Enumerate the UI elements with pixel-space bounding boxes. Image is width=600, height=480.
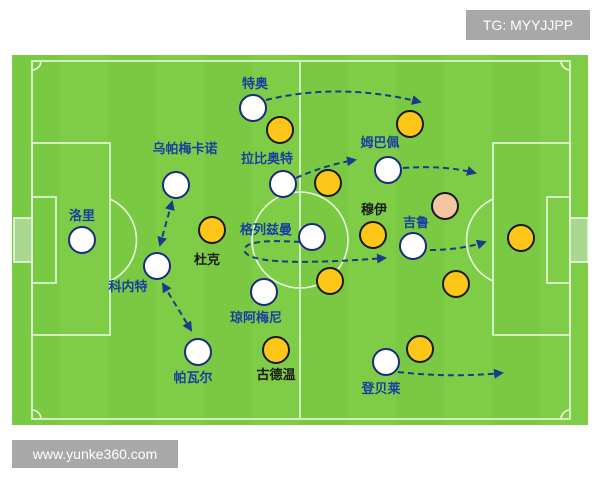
arrow-konate-pavard-link (161, 282, 193, 332)
player-label: 科内特 (108, 279, 147, 295)
player-marker-away (396, 110, 424, 138)
player-marker-home (298, 223, 326, 251)
player-marker-away (507, 224, 535, 252)
player-label: 洛里 (69, 208, 95, 224)
player-marker-home (143, 252, 171, 280)
player-marker-away (316, 267, 344, 295)
right-goal (569, 217, 589, 263)
player-marker-away (266, 116, 294, 144)
player-marker-home (374, 156, 402, 184)
watermark-bottom: www.yunke360.com (12, 440, 178, 468)
player-marker-away (406, 335, 434, 363)
arrow-dembele-run (397, 368, 504, 379)
player-label: 登贝莱 (360, 381, 400, 397)
arrow-rabiot-run (295, 156, 357, 179)
center-circle (251, 191, 349, 289)
left-goal (13, 217, 33, 263)
corner-arc (560, 409, 571, 420)
player-marker-home (269, 170, 297, 198)
player-marker-away (198, 216, 226, 244)
arrow-upamecano-konate-link (157, 200, 175, 247)
player-label: 乌帕梅卡诺 (152, 141, 217, 157)
left-penalty-arc (109, 198, 138, 282)
player-marker-away_keeper (431, 192, 459, 220)
player-label: 帕瓦尔 (173, 370, 212, 386)
player-label: 琼阿梅尼 (230, 310, 282, 326)
corner-arc (560, 60, 571, 71)
grass-stripe (444, 55, 492, 425)
player-marker-away (314, 169, 342, 197)
player-marker-home (239, 94, 267, 122)
player-label: 吉鲁 (403, 215, 429, 231)
arrow-giroud-run (429, 239, 487, 251)
corner-arc (31, 60, 42, 71)
player-marker-away (442, 270, 470, 298)
player-marker-home (184, 338, 212, 366)
player-marker-home (162, 171, 190, 199)
movement-arrows (157, 90, 504, 379)
player-marker-away (359, 221, 387, 249)
player-marker-home (399, 232, 427, 260)
right-penalty-arc (465, 198, 494, 282)
player-marker-home (250, 278, 278, 306)
player-label: 穆伊 (361, 202, 387, 218)
corner-arc (31, 409, 42, 420)
player-marker-home (372, 348, 400, 376)
player-label: 古德温 (256, 367, 295, 383)
watermark-top: TG: MYYJJPP (466, 10, 590, 40)
player-label: 特奥 (242, 76, 269, 92)
grass-stripe (156, 55, 204, 425)
player-label: 格列兹曼 (240, 222, 292, 238)
arrow-griezmann-run (243, 240, 387, 264)
player-label: 杜克 (194, 252, 220, 268)
player-marker-home (68, 226, 96, 254)
player-label: 拉比奥特 (241, 151, 293, 167)
player-label: 姆巴佩 (360, 135, 399, 151)
player-marker-away (262, 336, 290, 364)
